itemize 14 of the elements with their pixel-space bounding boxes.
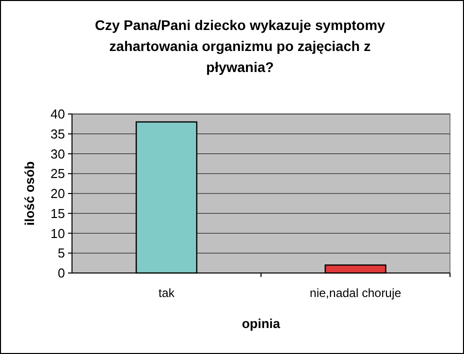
y-tick-label: 35 (50, 126, 65, 142)
y-axis-title: ilość osób (22, 161, 37, 226)
x-tick-label: nie,nadal choruje (310, 286, 402, 300)
y-tick-label: 0 (58, 266, 65, 281)
y-tick-label: 15 (50, 206, 65, 221)
y-tick-label: 5 (58, 246, 65, 261)
chart-title: Czy Pana/Pani dziecko wykazuje symptomy zahartowania organizmu po zajęciach z pływania? (94, 17, 386, 75)
y-tick-label: 40 (50, 106, 65, 122)
y-tick-label: 25 (50, 166, 65, 182)
y-tick-label: 20 (50, 186, 65, 202)
y-tick-label: 10 (50, 226, 65, 241)
x-axis-title: opinia (242, 316, 281, 331)
x-tick-label: tak (158, 286, 176, 300)
y-tick-label: 30 (50, 146, 65, 162)
